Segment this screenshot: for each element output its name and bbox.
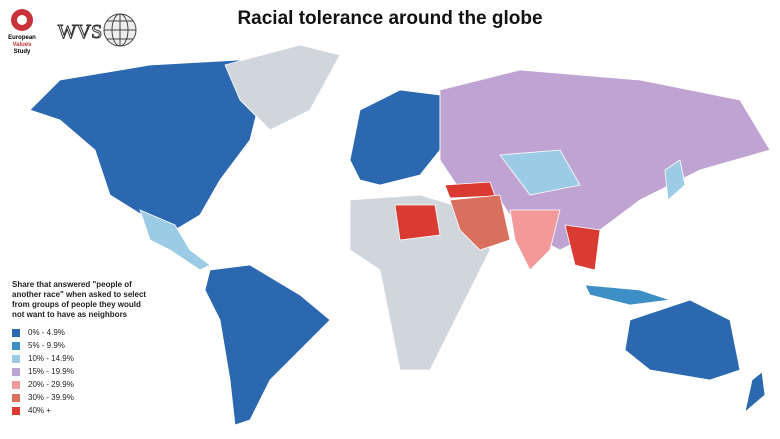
- india: [509, 209, 561, 271]
- evs-logo-line: Values: [12, 42, 32, 48]
- north-america: [29, 59, 261, 231]
- legend-swatch: [12, 354, 20, 363]
- legend-item: 40% +: [12, 404, 152, 417]
- title: Racial tolerance around the globe: [237, 8, 543, 29]
- australia: [624, 299, 741, 381]
- indonesia: [584, 284, 671, 306]
- central-america: [139, 209, 211, 271]
- legend-item: 30% - 39.9%: [12, 391, 152, 404]
- legend-label: 40% +: [28, 406, 51, 415]
- legend-item: 10% - 14.9%: [12, 352, 152, 365]
- evs-logo-line: European: [8, 35, 36, 41]
- legend-item: 20% - 29.9%: [12, 378, 152, 391]
- greenland: [224, 44, 341, 131]
- evs-logo-line: Study: [14, 49, 31, 55]
- legend-item: 15% - 19.9%: [12, 365, 152, 378]
- legend-swatch: [12, 341, 20, 350]
- wvs-logo-text: WVS: [58, 21, 102, 43]
- central-asia: [499, 149, 581, 196]
- legend-label: 5% - 9.9%: [28, 341, 65, 350]
- legend-title: Share that answered "people of another r…: [12, 280, 147, 319]
- europe: [349, 89, 441, 186]
- legend-items: 0% - 4.9% 5% - 9.9% 10% - 14.9% 15% - 19.9%…: [12, 326, 152, 417]
- south-america: [204, 264, 331, 426]
- new-zealand: [744, 371, 766, 414]
- japan: [664, 159, 686, 201]
- evs-logo-inner: [17, 15, 27, 25]
- middle-east: [449, 194, 511, 251]
- legend-swatch: [12, 328, 20, 337]
- legend-label: 0% - 4.9%: [28, 328, 65, 337]
- legend-label: 10% - 14.9%: [28, 354, 74, 363]
- legend: Share that answered "people of another r…: [12, 280, 152, 417]
- wvs-globe: [103, 13, 137, 47]
- legend-item: 5% - 9.9%: [12, 339, 152, 352]
- legend-label: 30% - 39.9%: [28, 393, 74, 402]
- legend-swatch: [12, 367, 20, 376]
- legend-swatch: [12, 406, 20, 415]
- legend-label: 20% - 29.9%: [28, 380, 74, 389]
- legend-swatch: [12, 393, 20, 402]
- libya: [394, 204, 441, 241]
- legend-swatch: [12, 380, 20, 389]
- legend-label: 15% - 19.9%: [28, 367, 74, 376]
- legend-item: 0% - 4.9%: [12, 326, 152, 339]
- turkey: [444, 181, 496, 199]
- southeast-asia: [564, 224, 601, 271]
